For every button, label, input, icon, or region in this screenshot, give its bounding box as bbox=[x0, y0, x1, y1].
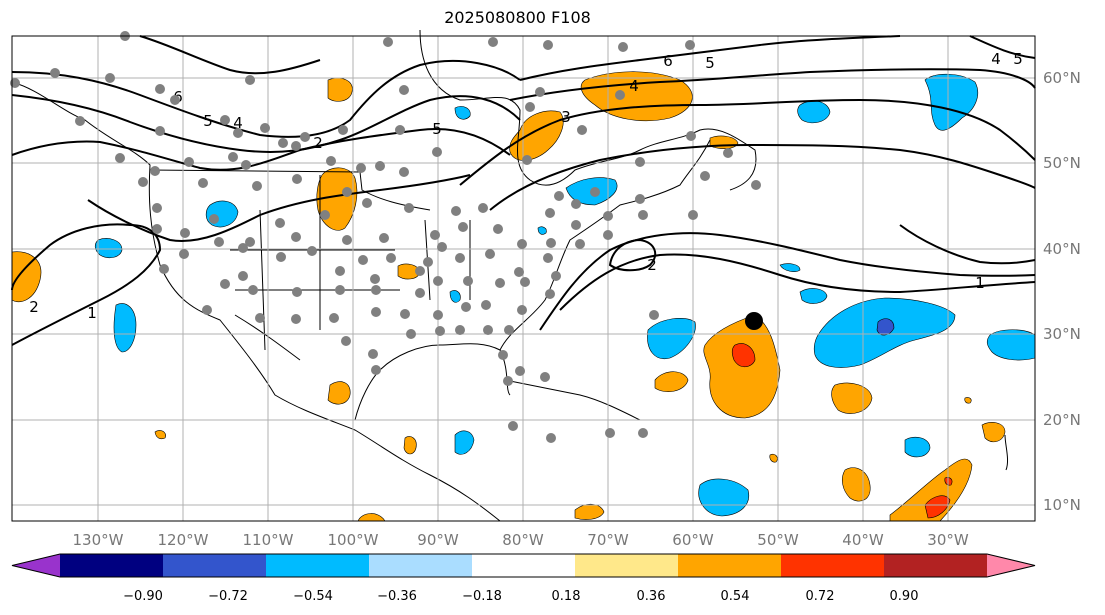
colorbar-outline bbox=[11, 553, 1036, 578]
colorbar-segment bbox=[575, 554, 679, 577]
lon-label: 30°W bbox=[927, 531, 969, 549]
lon-label: 50°W bbox=[757, 531, 799, 549]
colorbar-extend-low bbox=[12, 554, 60, 577]
cbar-tick-label: −0.90 bbox=[123, 589, 163, 604]
contour-label: 3 bbox=[561, 108, 571, 126]
contour-label: 5 bbox=[1013, 50, 1023, 68]
cbar-tick-label: 0.72 bbox=[806, 589, 835, 604]
colorbar-segment bbox=[266, 554, 370, 577]
contour-label: 2 bbox=[647, 256, 657, 274]
contour-label: 4 bbox=[629, 77, 639, 95]
contour-label: 1 bbox=[975, 274, 985, 292]
lon-label: 80°W bbox=[502, 531, 544, 549]
contour-label: 4 bbox=[991, 50, 1001, 68]
lat-label: 20°N bbox=[1043, 411, 1081, 429]
storm-center-marker bbox=[745, 312, 763, 330]
contour-label: 1 bbox=[87, 304, 97, 322]
latitude-labels: 60°N 50°N 40°N 30°N 20°N 10°N bbox=[1043, 69, 1081, 514]
lon-label: 60°W bbox=[672, 531, 714, 549]
longitude-labels: 130°W 120°W 110°W 100°W 90°W 80°W 70°W 6… bbox=[73, 531, 969, 549]
negative-anomaly-regions bbox=[94, 73, 1036, 517]
colorbar-tick-labels: −0.90 −0.72 −0.54 −0.36 −0.18 0.18 0.36 … bbox=[123, 589, 918, 604]
lon-label: 100°W bbox=[328, 531, 379, 549]
lat-label: 30°N bbox=[1043, 325, 1081, 343]
cbar-tick-label: −0.72 bbox=[208, 589, 248, 604]
colorbar-segment bbox=[884, 554, 988, 577]
contour-label: 6 bbox=[663, 52, 673, 70]
colorbar-segment bbox=[472, 554, 576, 577]
cbar-tick-label: 0.54 bbox=[721, 589, 750, 604]
lon-label: 90°W bbox=[417, 531, 459, 549]
cbar-tick-label: −0.54 bbox=[293, 589, 333, 604]
lon-label: 130°W bbox=[73, 531, 124, 549]
map-frame bbox=[11, 35, 1036, 522]
cbar-tick-label: −0.18 bbox=[462, 589, 502, 604]
cbar-tick-label: −0.36 bbox=[377, 589, 417, 604]
height-contours bbox=[11, 35, 1036, 346]
lat-label: 50°N bbox=[1043, 154, 1081, 172]
coastlines-and-borders bbox=[11, 29, 1009, 522]
colorbar bbox=[11, 553, 1036, 578]
cbar-tick-label: 0.18 bbox=[552, 589, 581, 604]
colorbar-segment bbox=[60, 554, 164, 577]
colorbar-segment bbox=[678, 554, 782, 577]
lon-label: 70°W bbox=[587, 531, 629, 549]
colorbar-segment bbox=[781, 554, 885, 577]
contour-label: 2 bbox=[29, 298, 39, 316]
lat-label: 10°N bbox=[1043, 496, 1081, 514]
lon-label: 120°W bbox=[158, 531, 209, 549]
contour-label: 5 bbox=[203, 112, 213, 130]
lon-label: 110°W bbox=[243, 531, 294, 549]
contour-label: 2 bbox=[313, 134, 323, 152]
cbar-tick-label: 0.90 bbox=[890, 589, 919, 604]
contour-label: 4 bbox=[233, 114, 243, 132]
contour-label: 5 bbox=[705, 54, 715, 72]
lat-label: 40°N bbox=[1043, 240, 1081, 258]
cbar-tick-label: 0.36 bbox=[637, 589, 666, 604]
positive-anomaly-regions bbox=[11, 71, 1006, 522]
colorbar-segment bbox=[369, 554, 473, 577]
lon-label: 40°W bbox=[842, 531, 884, 549]
map-title: 2025080800 F108 bbox=[444, 8, 591, 27]
lat-label: 60°N bbox=[1043, 69, 1081, 87]
colorbar-segment bbox=[163, 554, 267, 577]
contour-label: 5 bbox=[432, 120, 442, 138]
colorbar-extend-high bbox=[987, 554, 1035, 577]
station-markers bbox=[10, 31, 761, 443]
